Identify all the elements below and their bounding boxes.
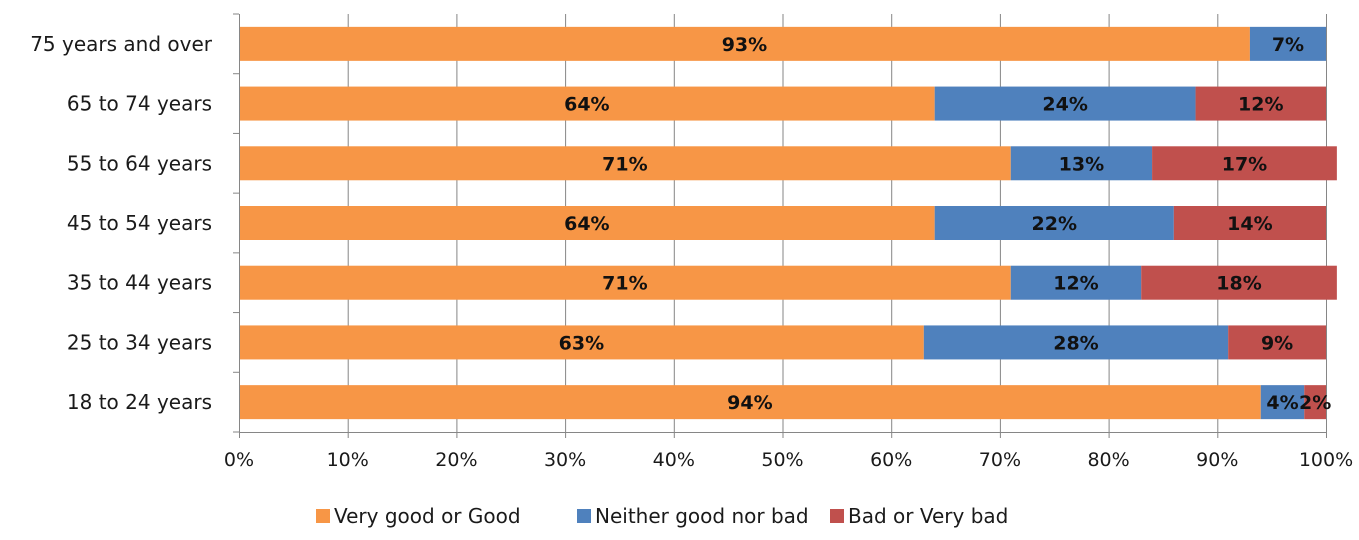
data-label-neither-good-nor-bad: 12% bbox=[1053, 273, 1098, 295]
x-tick-label: 100% bbox=[1299, 449, 1353, 471]
category-label: 18 to 24 years bbox=[67, 390, 212, 414]
data-label-bad-or-very-bad: 14% bbox=[1227, 213, 1272, 235]
x-tick-label: 60% bbox=[870, 449, 912, 471]
data-label-neither-good-nor-bad: 22% bbox=[1032, 213, 1077, 235]
category-label: 55 to 64 years bbox=[67, 151, 212, 175]
data-label-very-good-or-good: 94% bbox=[727, 392, 772, 414]
x-tick-label: 20% bbox=[435, 449, 477, 471]
bar-neither-good-nor-bad bbox=[1260, 385, 1305, 420]
bar-neither-good-nor-bad bbox=[1249, 26, 1326, 61]
x-tick-label: 80% bbox=[1087, 449, 1129, 471]
legend-label: Very good or Good bbox=[334, 504, 521, 528]
legend-swatch bbox=[316, 509, 330, 523]
x-tick-label: 30% bbox=[544, 449, 586, 471]
bar-bad-or-very-bad bbox=[1304, 385, 1326, 420]
x-tick-label: 70% bbox=[979, 449, 1021, 471]
bar-very-good-or-good bbox=[239, 26, 1250, 61]
bar-bad-or-very-bad bbox=[1173, 206, 1326, 240]
axes: 0% 10% 20% 30% 40% 50% 60% 70% 80% 90% 100% 75 year… bbox=[30, 13, 1353, 471]
x-tick-label: 50% bbox=[761, 449, 803, 471]
data-label-bad-or-very-bad: 12% bbox=[1238, 94, 1283, 116]
bar-neither-good-nor-bad bbox=[923, 325, 1229, 360]
data-label-very-good-or-good: 64% bbox=[564, 213, 609, 235]
x-tick-label: 10% bbox=[327, 449, 369, 471]
data-label-very-good-or-good: 71% bbox=[602, 153, 647, 175]
bar-very-good-or-good bbox=[239, 146, 1011, 181]
category-label: 65 to 74 years bbox=[67, 92, 212, 116]
data-label-neither-good-nor-bad: 4% bbox=[1266, 392, 1298, 414]
data-label-bad-or-very-bad: 2% bbox=[1299, 392, 1331, 414]
x-tick-label: 90% bbox=[1196, 449, 1238, 471]
bar-bad-or-very-bad bbox=[1141, 265, 1337, 300]
data-label-neither-good-nor-bad: 28% bbox=[1053, 332, 1098, 354]
data-label-bad-or-very-bad: 9% bbox=[1261, 332, 1293, 354]
data-label-neither-good-nor-bad: 13% bbox=[1059, 153, 1104, 175]
legend-swatch bbox=[577, 509, 591, 523]
data-label-very-good-or-good: 64% bbox=[564, 94, 609, 116]
legend-item-neither-good-nor-bad: Neither good nor bad bbox=[577, 504, 809, 528]
category-label: 45 to 54 years bbox=[67, 211, 212, 235]
bar-bad-or-very-bad bbox=[1195, 86, 1326, 121]
x-tick-label: 40% bbox=[653, 449, 695, 471]
bar-neither-good-nor-bad bbox=[1010, 146, 1153, 181]
category-label: 35 to 44 years bbox=[67, 271, 212, 295]
bar-very-good-or-good bbox=[239, 385, 1261, 420]
bar-bad-or-very-bad bbox=[1152, 146, 1337, 181]
data-label-very-good-or-good: 63% bbox=[559, 332, 604, 354]
legend-label: Bad or Very bad bbox=[848, 504, 1008, 528]
data-label-bad-or-very-bad: 17% bbox=[1222, 153, 1267, 175]
bar-neither-good-nor-bad bbox=[934, 206, 1174, 240]
legend-label: Neither good nor bad bbox=[595, 504, 809, 528]
data-labels: 93% 7% 64% 24% 12% 71% 13% 17% 64% 22% 14% 71% 12% 18… bbox=[559, 34, 1332, 414]
bar-very-good-or-good bbox=[239, 86, 935, 121]
bar-very-good-or-good bbox=[239, 325, 924, 360]
legend-swatch bbox=[830, 509, 844, 523]
bars bbox=[239, 26, 1337, 420]
legend-item-bad-or-very-bad: Bad or Very bad bbox=[830, 504, 1008, 528]
data-label-very-good-or-good: 93% bbox=[722, 34, 767, 56]
bar-neither-good-nor-bad bbox=[934, 86, 1196, 121]
data-label-bad-or-very-bad: 18% bbox=[1216, 273, 1261, 295]
legend-item-very-good-or-good: Very good or Good bbox=[316, 504, 521, 528]
bar-bad-or-very-bad bbox=[1228, 325, 1326, 360]
data-label-very-good-or-good: 71% bbox=[602, 273, 647, 295]
bar-neither-good-nor-bad bbox=[1010, 265, 1142, 300]
data-label-neither-good-nor-bad: 7% bbox=[1272, 34, 1304, 56]
data-label-neither-good-nor-bad: 24% bbox=[1042, 94, 1087, 116]
x-tick-label: 0% bbox=[224, 449, 254, 471]
bar-very-good-or-good bbox=[239, 265, 1011, 300]
category-label: 25 to 34 years bbox=[67, 330, 212, 354]
category-label: 75 years and over bbox=[30, 32, 213, 56]
bar-very-good-or-good bbox=[239, 206, 935, 240]
legend: Very good or Good Neither good nor bad Bad… bbox=[316, 504, 1008, 528]
